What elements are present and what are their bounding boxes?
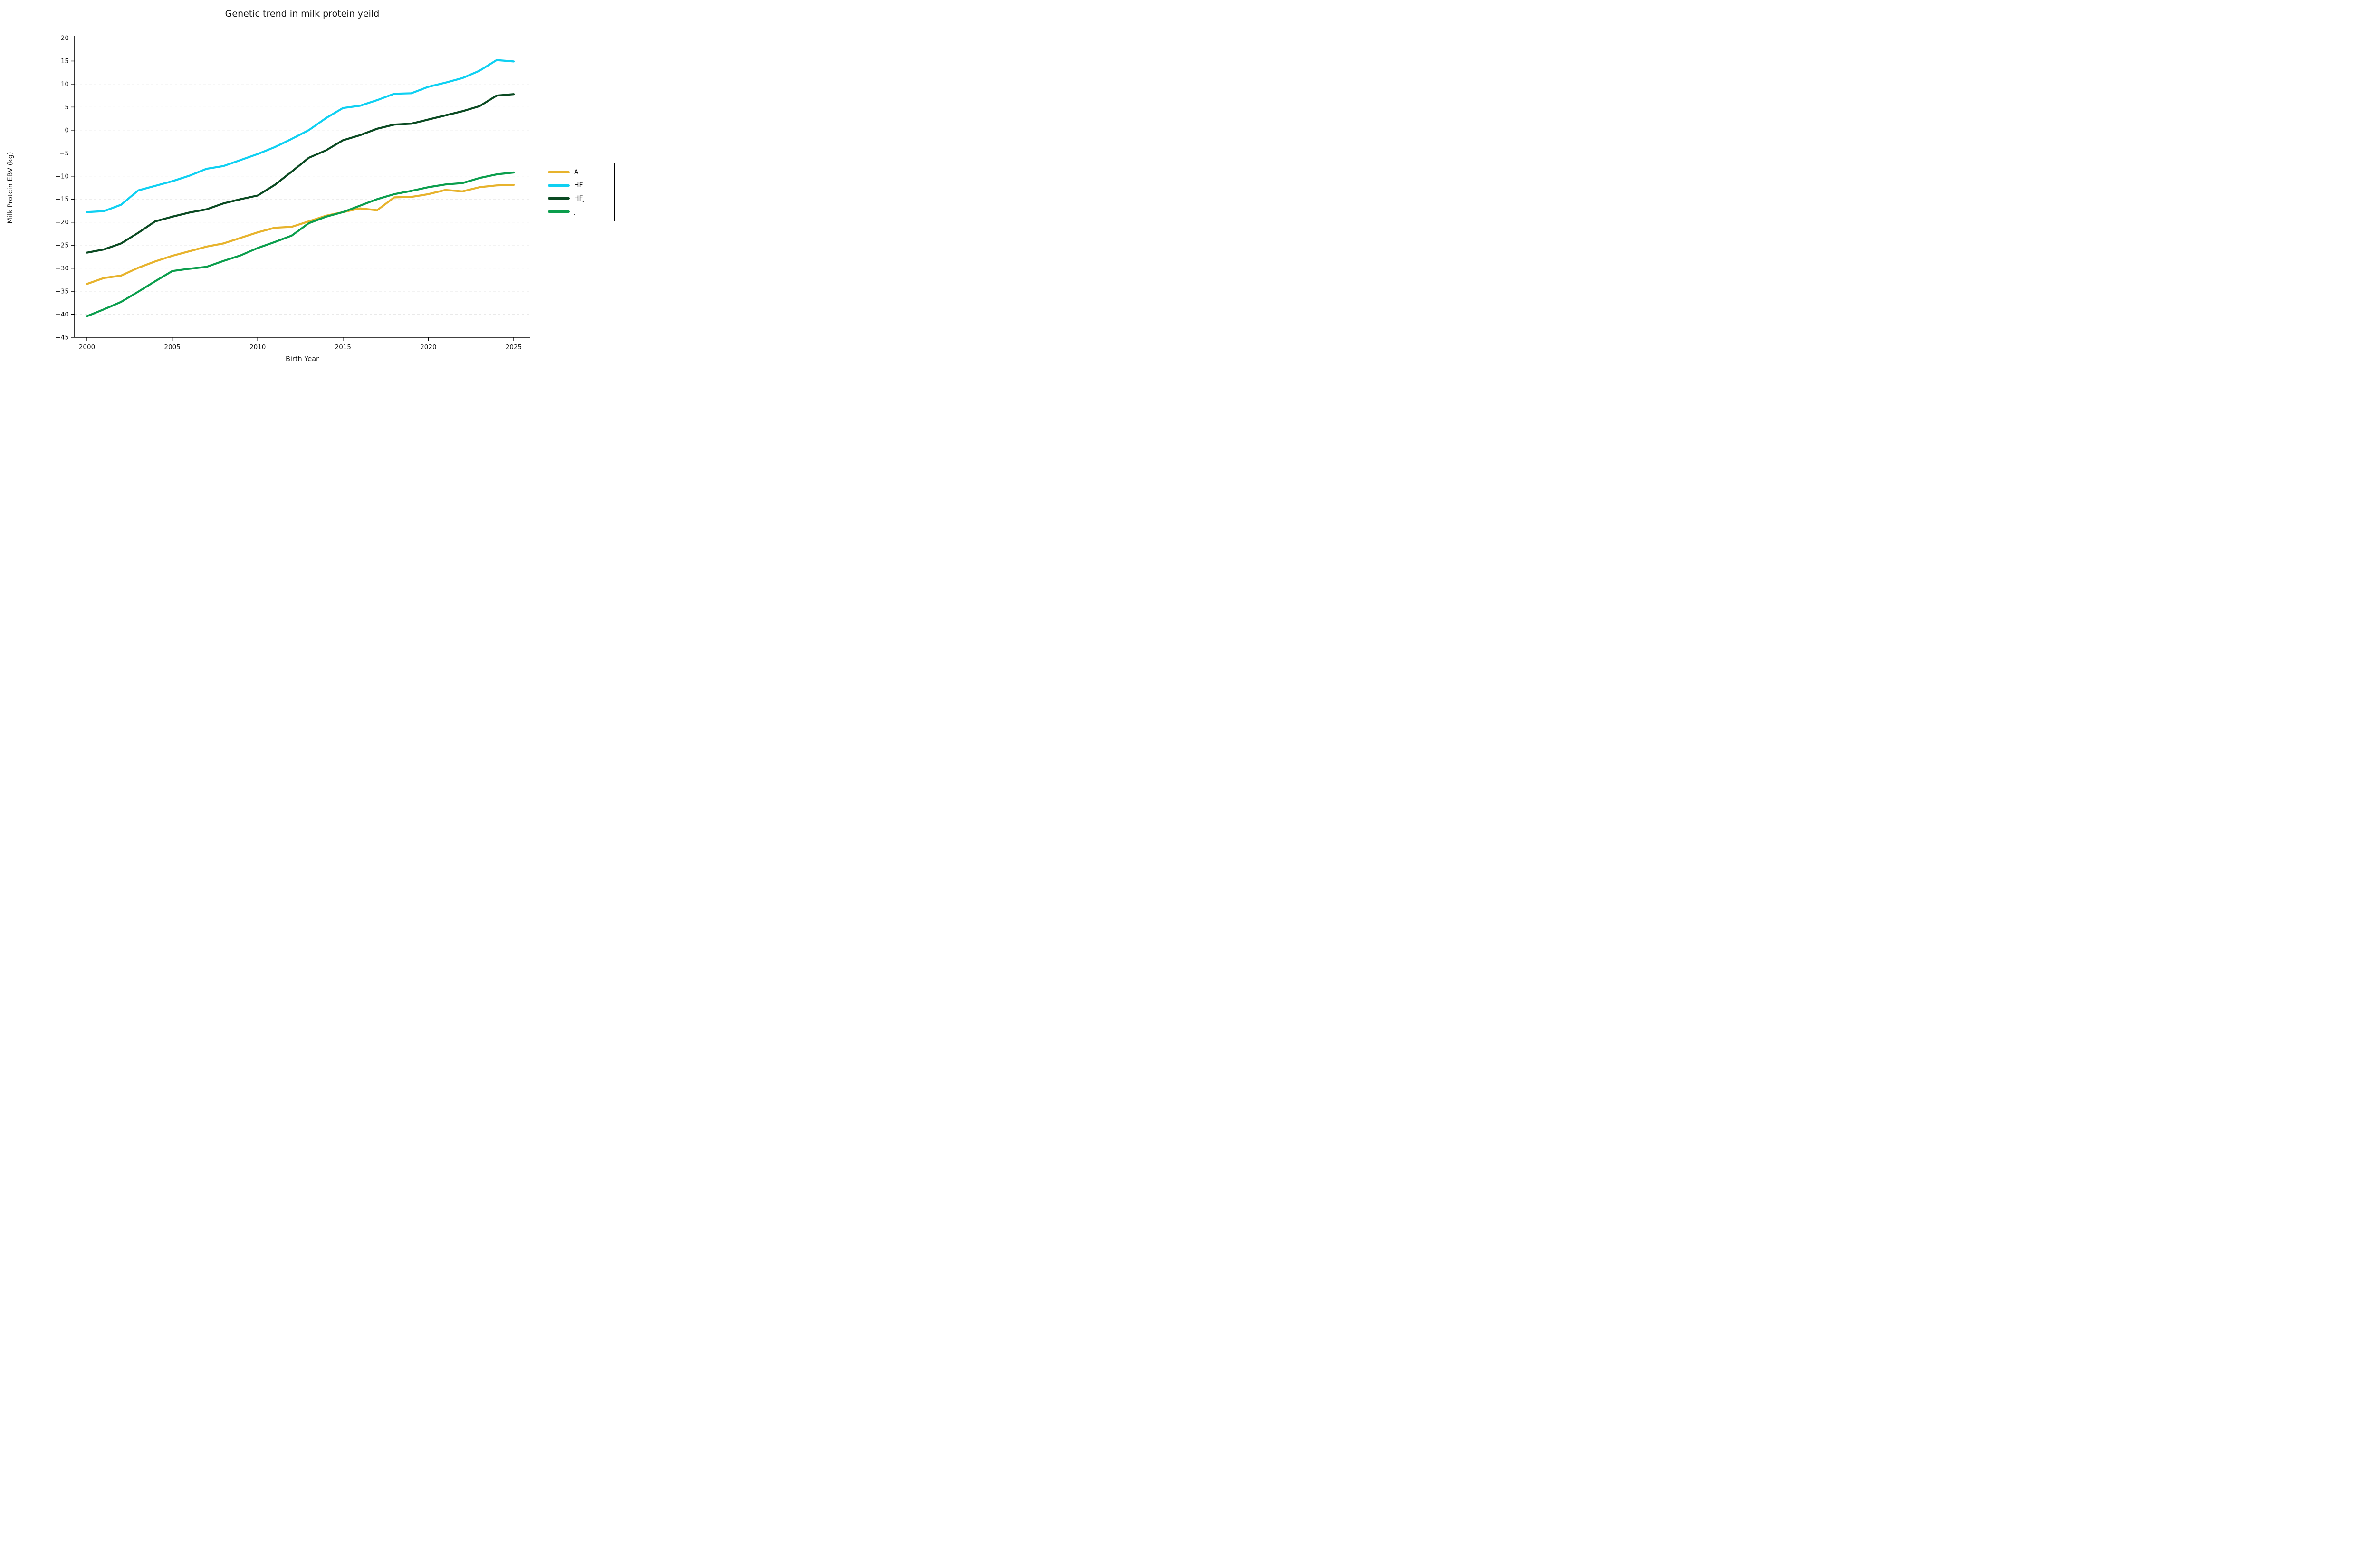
x-tick-label: 2020 [420,344,436,351]
legend-label: A [574,168,579,176]
line-series-HFJ [86,93,515,254]
gridlines [75,38,530,338]
legend-label: HFJ [574,194,585,202]
y-axis-label: Milk Protein EBV (kg) [7,152,14,224]
axes [74,36,530,338]
x-axis-ticks: 2000 2005 2010 2015 2020 2025 [79,337,522,351]
legend-item-HFJ: HFJ [548,195,610,202]
legend-item-A: A [548,169,610,176]
legend-swatch-J [548,210,570,213]
legend-swatch-HF [548,184,570,187]
legend: A HF HFJ J [543,163,615,221]
y-tick-label: −25 [56,242,69,249]
y-tick-label: −20 [56,219,69,226]
legend-item-J: J [548,208,610,215]
y-tick-label: 5 [65,104,69,111]
x-tick-label: 2010 [249,344,266,351]
y-tick-label: −10 [56,172,69,180]
y-tick-label: −15 [56,196,69,203]
y-tick-label: −35 [56,288,69,296]
legend-swatch-A [548,171,570,174]
y-tick-label: 15 [61,57,69,65]
chart-figure: 20 15 10 5 0 −5 −10 −15 −20 −25 −30 −35 −40 −45 2000 20… [0,0,642,392]
y-tick-label: 20 [61,35,69,42]
y-axis-ticks: 20 15 10 5 0 −5 −10 −15 −20 −25 −30 −35 −40 −45 [56,35,75,342]
legend-item-HF: HF [548,182,610,189]
x-tick-label: 2015 [335,344,351,351]
legend-label: J [574,208,576,216]
chart-title: Genetic trend in milk protein yeild [225,9,380,19]
y-tick-label: 10 [61,80,69,88]
x-tick-label: 2005 [164,344,180,351]
y-tick-label: −40 [56,311,69,318]
x-tick-label: 2000 [79,344,95,351]
line-series-A [86,184,515,285]
x-axis-label: Birth Year [285,355,319,363]
y-tick-label: −45 [56,334,69,342]
legend-swatch-HFJ [548,197,570,200]
line-series-J [86,171,515,317]
y-tick-label: −5 [59,150,69,157]
x-tick-label: 2025 [506,344,522,351]
y-tick-label: 0 [65,126,69,134]
legend-label: HF [574,182,583,190]
y-tick-label: −30 [56,265,69,272]
line-series-HF [86,59,515,213]
